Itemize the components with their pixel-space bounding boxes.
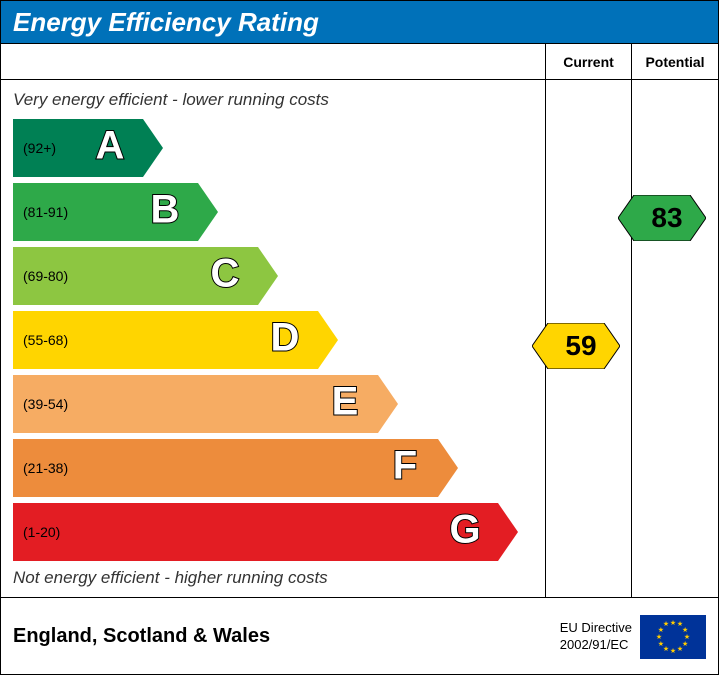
band-bar-e: (39-54) E [13, 375, 398, 433]
eu-flag-icon: ★★★★★★★★★★★★ [640, 615, 706, 659]
band-bar-d: (55-68) D [13, 311, 338, 369]
chart-body: Very energy efficient - lower running co… [1, 79, 718, 597]
eu-star-icon: ★ [670, 619, 676, 627]
footer: England, Scotland & Wales EU Directive 2… [1, 597, 718, 675]
directive-line1: EU Directive [560, 620, 632, 635]
eu-star-icon: ★ [670, 647, 676, 655]
current-value-pointer: 59 [532, 323, 620, 369]
band-bar-c: (69-80) C [13, 247, 278, 305]
caption-top: Very energy efficient - lower running co… [13, 90, 545, 110]
potential-column: 83 [632, 80, 718, 597]
band-range-g: (1-20) [13, 524, 60, 540]
svg-text:A: A [96, 124, 125, 168]
svg-text:B: B [151, 188, 180, 232]
epc-chart: Energy Efficiency Rating Current Potenti… [0, 0, 719, 675]
band-bar-g: (1-20) G [13, 503, 518, 561]
caption-bottom: Not energy efficient - higher running co… [13, 568, 545, 588]
bands-area: Very energy efficient - lower running co… [1, 80, 546, 597]
band-bar-a: (92+) A [13, 119, 163, 177]
band-bar-b: (81-91) B [13, 183, 218, 241]
directive-line2: 2002/91/EC [560, 637, 629, 652]
eu-star-icon: ★ [656, 633, 662, 641]
band-letter-d: D [260, 313, 310, 368]
region-text: England, Scotland & Wales [13, 625, 270, 648]
band-row-b: (81-91) B [13, 182, 545, 242]
svg-text:D: D [271, 316, 300, 360]
svg-text:G: G [449, 508, 480, 552]
band-letter-g: G [440, 505, 490, 560]
eu-star-icon: ★ [677, 645, 683, 653]
eu-star-icon: ★ [658, 640, 664, 648]
header-potential: Potential [632, 44, 718, 79]
svg-text:C: C [211, 252, 240, 296]
band-row-f: (21-38) F [13, 438, 545, 498]
band-letter-a: A [85, 121, 135, 176]
header-spacer [1, 44, 546, 79]
band-letter-b: B [140, 185, 190, 240]
current-column: 59 [546, 80, 632, 597]
header-row: Current Potential [1, 43, 718, 79]
band-row-d: (55-68) D [13, 310, 545, 370]
directive-text: EU Directive 2002/91/EC [560, 620, 632, 654]
title-bar: Energy Efficiency Rating [1, 1, 718, 43]
band-row-e: (39-54) E [13, 374, 545, 434]
directive-block: EU Directive 2002/91/EC ★★★★★★★★★★★★ [560, 615, 706, 659]
chart-title: Energy Efficiency Rating [13, 7, 319, 38]
band-range-a: (92+) [13, 140, 56, 156]
bands-host: (92+) A (81-91) B (69-80) C (55-68) D (39-54) E (2… [13, 118, 545, 562]
header-current: Current [546, 44, 632, 79]
band-row-c: (69-80) C [13, 246, 545, 306]
band-range-d: (55-68) [13, 332, 68, 348]
band-row-a: (92+) A [13, 118, 545, 178]
svg-text:E: E [332, 380, 359, 424]
band-range-b: (81-91) [13, 204, 68, 220]
band-letter-c: C [200, 249, 250, 304]
band-range-f: (21-38) [13, 460, 68, 476]
svg-text:F: F [393, 444, 417, 488]
band-letter-f: F [380, 441, 430, 496]
band-range-c: (69-80) [13, 268, 68, 284]
band-row-g: (1-20) G [13, 502, 545, 562]
band-bar-f: (21-38) F [13, 439, 458, 497]
band-range-e: (39-54) [13, 396, 68, 412]
eu-star-icon: ★ [663, 620, 669, 628]
potential-value-pointer: 83 [618, 195, 706, 241]
band-letter-e: E [320, 377, 370, 432]
